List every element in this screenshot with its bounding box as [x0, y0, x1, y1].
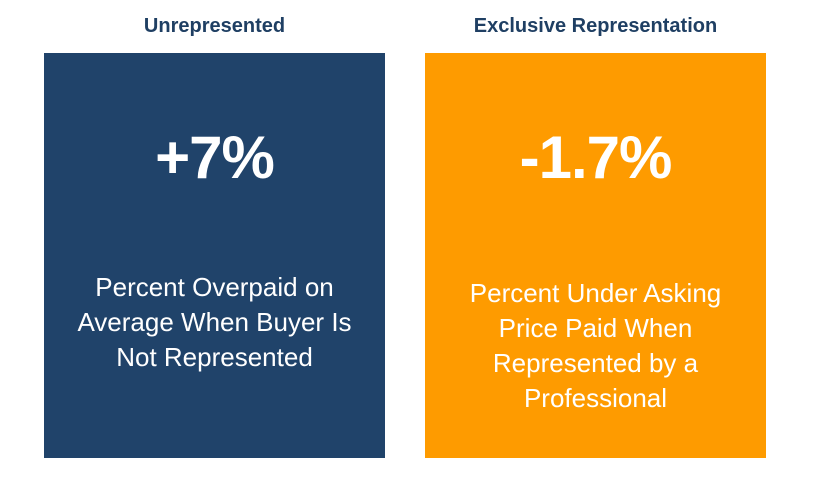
- unrepresented-stat: +7%: [155, 124, 275, 191]
- exclusive-heading: Exclusive Representation: [473, 15, 718, 37]
- exclusive-stat: -1.7%: [519, 124, 673, 191]
- unrepresented-description: Percent Overpaid on Average When Buyer I…: [77, 272, 352, 372]
- exclusive-card: -1.7% Percent Under Asking Price Paid Wh…: [425, 53, 766, 458]
- exclusive-description: Percent Under Asking Price Paid When Rep…: [469, 278, 722, 413]
- unrepresented-heading: Unrepresented: [143, 15, 286, 37]
- unrepresented-card: +7% Percent Overpaid on Average When Buy…: [44, 53, 385, 458]
